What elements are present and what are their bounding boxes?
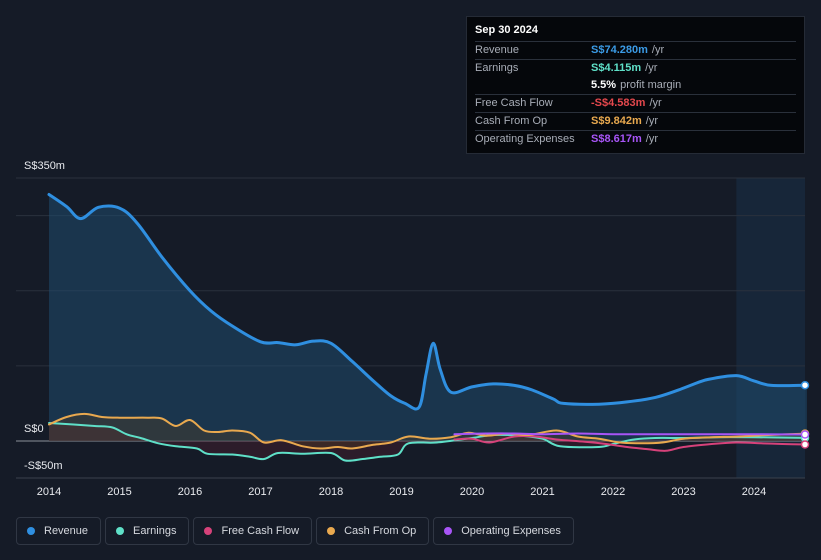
x-tick-label: 2014 <box>37 486 61 498</box>
x-tick-label: 2018 <box>319 486 343 498</box>
cash-from-op-area <box>49 413 807 449</box>
legend-label: Free Cash Flow <box>221 525 300 537</box>
tooltip-row-unit: profit margin <box>620 79 682 91</box>
tooltip-row-label: Earnings <box>475 62 519 74</box>
legend-label: Revenue <box>44 525 89 537</box>
legend-item-earnings[interactable]: Earnings <box>105 517 190 545</box>
x-tick-label: 2016 <box>178 486 202 498</box>
tooltip-panel: Sep 30 2024 Revenue S$74.280m/yr Earnings S… <box>466 16 805 154</box>
cash-from-op-line <box>48 412 808 450</box>
x-tick-label: 2022 <box>601 486 625 498</box>
operating-expenses-line <box>453 432 808 436</box>
end-markers <box>800 380 810 449</box>
tooltip-row-unit: /yr <box>645 133 658 145</box>
tooltip-row: Operating Expenses S$8.617m/yr <box>475 130 796 148</box>
x-axis-ticks: 2014 2015 2016 2017 2018 2019 2020 2021 2022 2023… <box>37 486 766 498</box>
tooltip-row-label: Free Cash Flow <box>475 97 553 109</box>
legend-item-operating-expenses[interactable]: Operating Expenses <box>433 517 574 545</box>
x-tick-label: 2023 <box>671 486 695 498</box>
tooltip-row-value: S$9.842m <box>591 115 642 127</box>
tooltip-row-label: Operating Expenses <box>475 133 575 145</box>
tooltip-row: Free Cash Flow -S$4.583m/yr <box>475 94 796 112</box>
revenue-end-marker <box>800 380 810 390</box>
x-tick-label: 2021 <box>530 486 554 498</box>
y-axis-bottom-label: -S$50m <box>24 460 63 472</box>
legend-dot-icon <box>327 527 336 535</box>
tooltip-row-value: -S$4.583m <box>591 97 646 109</box>
legend-label: Earnings <box>133 525 177 537</box>
tooltip-row-unit: /yr <box>645 115 658 127</box>
free-cash-flow-line <box>453 434 808 452</box>
x-tick-label: 2015 <box>107 486 131 498</box>
x-tick-label: 2017 <box>248 486 272 498</box>
legend: Revenue Earnings Free Cash Flow Cash From O… <box>16 517 574 545</box>
x-tick-label: 2020 <box>460 486 484 498</box>
tooltip-row-label: Revenue <box>475 44 520 56</box>
series-lines <box>47 193 809 462</box>
legend-label: Operating Expenses <box>461 525 561 537</box>
x-tick-label: 2024 <box>742 486 766 498</box>
tooltip-row-unit: /yr <box>649 97 662 109</box>
tooltip-row: Cash From Op S$9.842m/yr <box>475 112 796 130</box>
tooltip-row: Earnings S$4.115m/yr <box>475 59 796 77</box>
revenue-area <box>49 194 807 441</box>
tooltip-row-label <box>475 77 591 94</box>
legend-label: Cash From Op <box>344 525 417 537</box>
tooltip-row-unit: /yr <box>651 44 665 56</box>
legend-item-cash-from-op[interactable]: Cash From Op <box>316 517 430 545</box>
tooltip-row-value: 5.5% <box>591 79 617 91</box>
tooltip-row-label: Cash From Op <box>475 115 548 127</box>
tooltip-row: Revenue S$74.280m/yr <box>475 41 796 59</box>
x-tick-label: 2019 <box>389 486 413 498</box>
operating-expenses-end-marker <box>800 430 810 439</box>
revenue-line <box>47 193 809 411</box>
legend-dot-icon <box>27 527 35 535</box>
legend-item-revenue[interactable]: Revenue <box>16 517 102 545</box>
tooltip-row-value: S$74.280m <box>591 44 648 56</box>
tooltip-row-value: S$8.617m <box>591 133 642 145</box>
y-axis-top-label: S$350m <box>24 160 65 172</box>
legend-dot-icon <box>116 527 125 535</box>
y-axis-zero-label: S$0 <box>24 423 44 435</box>
tooltip-row-unit: /yr <box>645 62 658 74</box>
tooltip-row-value: S$4.115m <box>591 62 642 74</box>
legend-dot-icon <box>444 527 453 535</box>
legend-item-free-cash-flow[interactable]: Free Cash Flow <box>193 517 313 545</box>
tooltip-row: 5.5% profit margin <box>475 77 796 94</box>
tooltip-date: Sep 30 2024 <box>475 24 538 36</box>
series-fills <box>49 194 807 461</box>
free-cash-flow-end-marker <box>800 440 810 449</box>
legend-dot-icon <box>204 527 213 535</box>
